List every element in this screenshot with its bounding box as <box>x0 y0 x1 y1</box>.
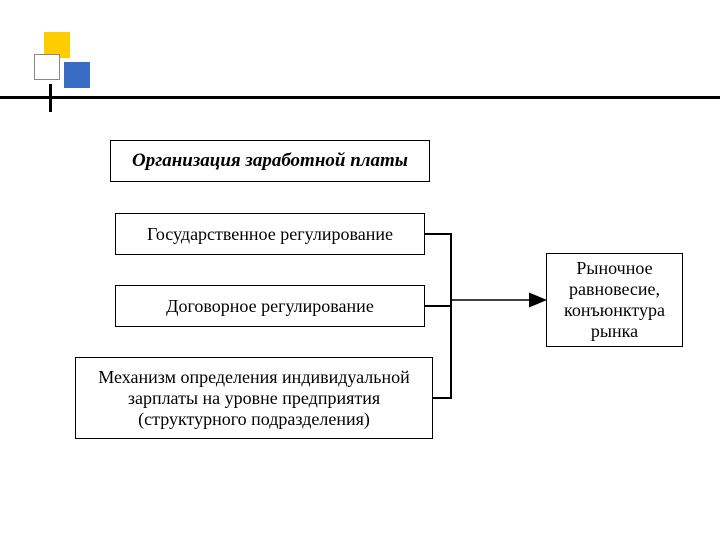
arrow-to-market <box>0 0 720 540</box>
